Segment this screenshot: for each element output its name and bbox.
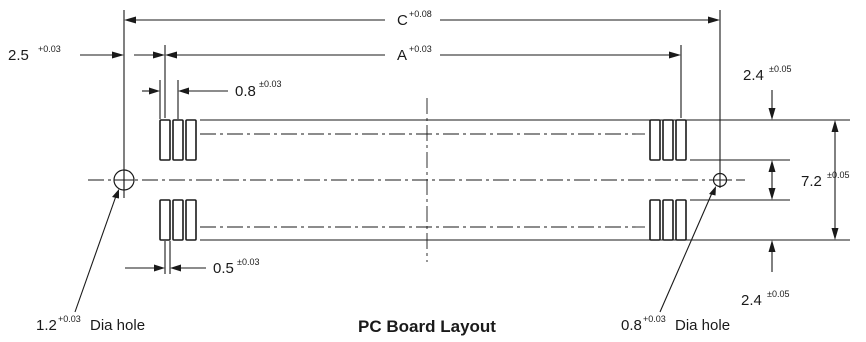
dim-overall-tol: ±0.05 xyxy=(827,170,849,180)
right-top-pads xyxy=(649,119,687,161)
dim-a-value: A xyxy=(397,47,407,64)
pad xyxy=(159,199,171,241)
dimension-row-gap xyxy=(768,160,776,200)
dim-pin-width-value: 0.8 xyxy=(235,83,256,100)
right-hole-tol: +0.03 xyxy=(643,314,666,324)
right-hole xyxy=(711,172,729,188)
diagram-title: PC Board Layout xyxy=(358,317,496,336)
pad xyxy=(159,119,171,161)
pad xyxy=(185,199,197,241)
left-bottom-pads xyxy=(159,199,197,241)
dimension-pin-width: 0.8 ±0.03 xyxy=(142,79,281,100)
dimension-c: C +0.08 xyxy=(124,9,720,29)
dimension-offset: 2.5 +0.03 xyxy=(8,44,165,64)
pad xyxy=(662,199,674,241)
pad xyxy=(675,119,687,161)
dim-pin-gap-value: 0.5 xyxy=(213,260,234,277)
dim-row-bottom-value: 2.4 xyxy=(741,292,762,309)
dimension-pin-gap: 0.5 ±0.03 xyxy=(125,257,259,277)
dimension-overall: 7.2 ±0.05 xyxy=(801,120,849,240)
dimension-row-top: 2.4 ±0.05 xyxy=(743,64,791,120)
dim-row-top-value: 2.4 xyxy=(743,67,764,84)
dim-a-tol: +0.03 xyxy=(409,44,432,54)
left-hole-tol: +0.03 xyxy=(58,314,81,324)
dim-row-bottom-tol: ±0.05 xyxy=(767,289,789,299)
left-hole-value: 1.2 xyxy=(36,317,57,334)
dimension-row-bottom: 2.4 ±0.05 xyxy=(741,240,789,309)
pad xyxy=(172,119,184,161)
dim-offset-tol: +0.03 xyxy=(38,44,61,54)
pad xyxy=(662,119,674,161)
dim-row-top-tol: ±0.05 xyxy=(769,64,791,74)
dim-overall-value: 7.2 xyxy=(801,173,822,190)
right-bottom-pads xyxy=(649,199,687,241)
callout-right-hole: 0.8 +0.03 Dia hole xyxy=(621,186,730,334)
pad xyxy=(675,199,687,241)
left-top-pads xyxy=(159,119,197,161)
pad xyxy=(649,199,661,241)
pad xyxy=(172,199,184,241)
pad xyxy=(649,119,661,161)
extension-lines xyxy=(123,10,850,274)
callout-left-hole: 1.2 +0.03 Dia hole xyxy=(36,189,145,334)
right-hole-value: 0.8 xyxy=(621,317,642,334)
dim-c-tol: +0.08 xyxy=(409,9,432,19)
pad xyxy=(185,119,197,161)
dimension-a: A +0.03 xyxy=(165,44,681,64)
dim-offset-value: 2.5 xyxy=(8,47,29,64)
right-hole-label: Dia hole xyxy=(675,317,730,334)
dim-c-value: C xyxy=(397,12,408,29)
dim-pin-width-tol: ±0.03 xyxy=(259,79,281,89)
dim-pin-gap-tol: ±0.03 xyxy=(237,257,259,267)
left-hole-label: Dia hole xyxy=(90,317,145,334)
